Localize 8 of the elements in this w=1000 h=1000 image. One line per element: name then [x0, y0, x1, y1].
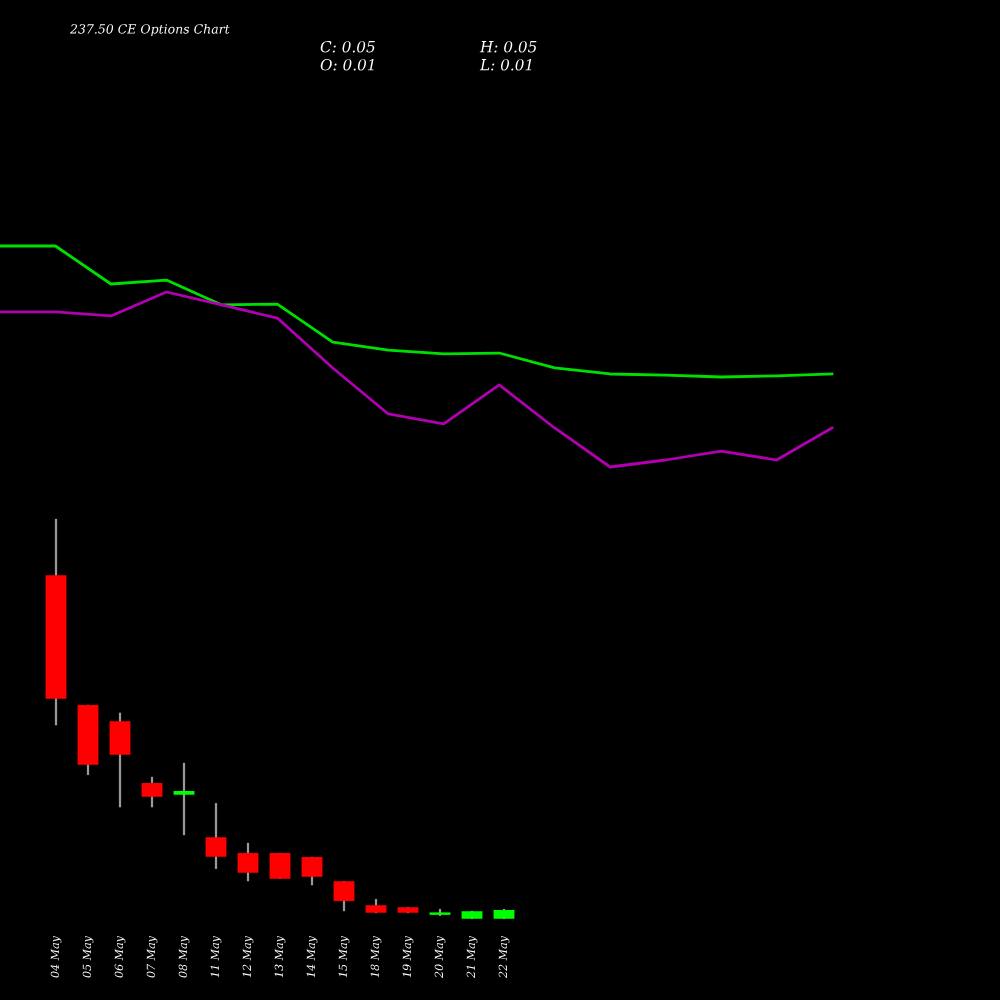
candlestick [333, 881, 355, 912]
candlestick [109, 712, 131, 808]
candlestick [173, 762, 195, 836]
candlestick [269, 852, 291, 879]
candlestick [141, 776, 163, 808]
candlestick [237, 842, 259, 882]
candlestick [301, 856, 323, 886]
candlestick [205, 803, 227, 869]
